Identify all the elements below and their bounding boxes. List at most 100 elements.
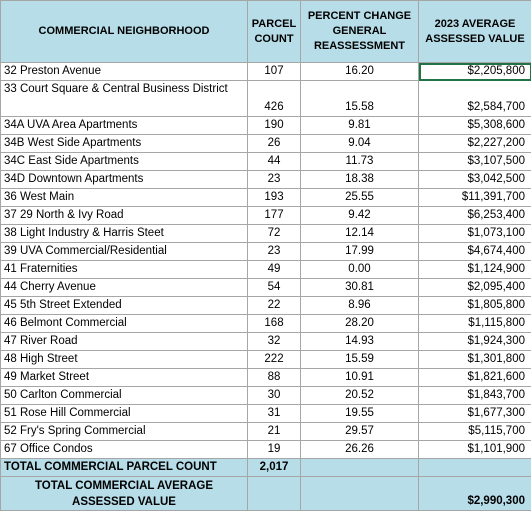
neighborhood-cell: 36 West Main: [0, 188, 248, 207]
empty-cell: [300, 476, 419, 511]
neighborhood-cell: 44 Cherry Avenue: [0, 278, 248, 297]
value-cell: $1,115,800: [418, 314, 531, 333]
data-row: 44 Cherry Avenue 54 30.81 $2,095,400: [0, 278, 531, 297]
count-cell: 193: [247, 188, 301, 207]
value-cell: $2,584,700: [418, 80, 531, 117]
neighborhood-cell: 34B West Side Apartments: [0, 134, 248, 153]
percent-cell: 15.59: [300, 350, 419, 369]
data-row: 48 High Street 222 15.59 $1,301,800: [0, 350, 531, 369]
percent-cell: 18.38: [300, 170, 419, 189]
total-label: TOTAL COMMERCIAL PARCEL COUNT: [0, 458, 248, 477]
data-row: 45 5th Street Extended 22 8.96 $1,805,800: [0, 296, 531, 315]
data-row: 37 29 North & Ivy Road 177 9.42 $6,253,400: [0, 206, 531, 225]
value-cell: $1,821,600: [418, 368, 531, 387]
header-row: COMMERCIAL NEIGHBORHOOD PARCEL COUNT PER…: [0, 0, 531, 63]
value-cell: $3,042,500: [418, 170, 531, 189]
count-cell: 44: [247, 152, 301, 171]
percent-cell: 16.20: [300, 62, 419, 81]
data-row: 49 Market Street 88 10.91 $1,821,600: [0, 368, 531, 387]
total-value: $2,990,300: [418, 476, 531, 511]
percent-cell: 10.91: [300, 368, 419, 387]
count-cell: 54: [247, 278, 301, 297]
data-row: 50 Carlton Commercial 30 20.52 $1,843,700: [0, 386, 531, 405]
count-cell: 426: [247, 80, 301, 117]
count-cell: 23: [247, 242, 301, 261]
value-cell: $1,124,900: [418, 260, 531, 279]
count-cell: 168: [247, 314, 301, 333]
neighborhood-cell: 51 Rose Hill Commercial: [0, 404, 248, 423]
data-row: 41 Fraternities 49 0.00 $1,124,900: [0, 260, 531, 279]
value-cell: $4,674,400: [418, 242, 531, 261]
neighborhood-cell: 67 Office Condos: [0, 440, 248, 459]
count-cell: 19: [247, 440, 301, 459]
header-cell: 2023 AVERAGE ASSESSED VALUE: [418, 0, 531, 63]
data-row: 39 UVA Commercial/Residential 23 17.99 $4,6…: [0, 242, 531, 261]
data-row: 36 West Main 193 25.55 $11,391,700: [0, 188, 531, 207]
neighborhood-cell: 46 Belmont Commercial: [0, 314, 248, 333]
data-row: 51 Rose Hill Commercial 31 19.55 $1,677,300: [0, 404, 531, 423]
percent-cell: 8.96: [300, 296, 419, 315]
neighborhood-cell: 33 Court Square & Central Business Distr…: [0, 80, 248, 117]
value-cell: $2,227,200: [418, 134, 531, 153]
neighborhood-cell: 47 River Road: [0, 332, 248, 351]
neighborhood-cell: 37 29 North & Ivy Road: [0, 206, 248, 225]
percent-cell: 25.55: [300, 188, 419, 207]
neighborhood-cell: 34C East Side Apartments: [0, 152, 248, 171]
count-cell: 31: [247, 404, 301, 423]
total-value: 2,017: [247, 458, 301, 477]
value-cell: $1,301,800: [418, 350, 531, 369]
data-row: 34D Downtown Apartments 23 18.38 $3,042,500: [0, 170, 531, 189]
count-cell: 49: [247, 260, 301, 279]
value-cell: $5,308,600: [418, 116, 531, 135]
percent-cell: 12.14: [300, 224, 419, 243]
empty-cell: [247, 476, 301, 511]
value-cell: $2,095,400: [418, 278, 531, 297]
count-cell: 190: [247, 116, 301, 135]
data-row: 38 Light Industry & Harris Steet 72 12.14 $…: [0, 224, 531, 243]
value-cell: $1,843,700: [418, 386, 531, 405]
value-cell: $1,805,800: [418, 296, 531, 315]
value-cell: $1,677,300: [418, 404, 531, 423]
neighborhood-cell: 48 High Street: [0, 350, 248, 369]
percent-cell: 9.42: [300, 206, 419, 225]
total-label: TOTAL COMMERCIAL AVERAGE ASSESSED VALUE: [0, 476, 248, 511]
data-row: 46 Belmont Commercial 168 28.20 $1,115,800: [0, 314, 531, 333]
data-row: 34C East Side Apartments 44 11.73 $3,107,50…: [0, 152, 531, 171]
count-cell: 222: [247, 350, 301, 369]
neighborhood-cell: 32 Preston Avenue: [0, 62, 248, 81]
header-cell: PERCENT CHANGE GENERAL REASSESSMENT: [300, 0, 419, 63]
neighborhood-cell: 34A UVA Area Apartments: [0, 116, 248, 135]
count-cell: 21: [247, 422, 301, 441]
neighborhood-cell: 39 UVA Commercial/Residential: [0, 242, 248, 261]
percent-cell: 28.20: [300, 314, 419, 333]
percent-cell: 14.93: [300, 332, 419, 351]
percent-cell: 29.57: [300, 422, 419, 441]
percent-cell: 30.81: [300, 278, 419, 297]
percent-cell: 26.26: [300, 440, 419, 459]
neighborhood-cell: 45 5th Street Extended: [0, 296, 248, 315]
neighborhood-cell: 50 Carlton Commercial: [0, 386, 248, 405]
data-row: 32 Preston Avenue 107 16.20 $2,205,800: [0, 62, 531, 81]
value-cell: $11,391,700: [418, 188, 531, 207]
header-cell: COMMERCIAL NEIGHBORHOOD: [0, 0, 248, 63]
count-cell: 23: [247, 170, 301, 189]
count-cell: 26: [247, 134, 301, 153]
count-cell: 88: [247, 368, 301, 387]
data-row: 52 Fry's Spring Commercial 21 29.57 $5,115,…: [0, 422, 531, 441]
empty-cell: [418, 458, 531, 477]
data-row: 67 Office Condos 19 26.26 $1,101,900: [0, 440, 531, 459]
total-count-row: TOTAL COMMERCIAL PARCEL COUNT 2,017: [0, 458, 531, 477]
data-row: 34A UVA Area Apartments 190 9.81 $5,308,600: [0, 116, 531, 135]
neighborhood-cell: 34D Downtown Apartments: [0, 170, 248, 189]
value-cell: $6,253,400: [418, 206, 531, 225]
total-average-row: TOTAL COMMERCIAL AVERAGE ASSESSED VALUE …: [0, 476, 531, 511]
value-cell: $2,205,800: [418, 62, 531, 81]
percent-cell: 19.55: [300, 404, 419, 423]
count-cell: 30: [247, 386, 301, 405]
neighborhood-cell: 49 Market Street: [0, 368, 248, 387]
count-cell: 107: [247, 62, 301, 81]
value-cell: $1,924,300: [418, 332, 531, 351]
header-cell: PARCEL COUNT: [247, 0, 301, 63]
